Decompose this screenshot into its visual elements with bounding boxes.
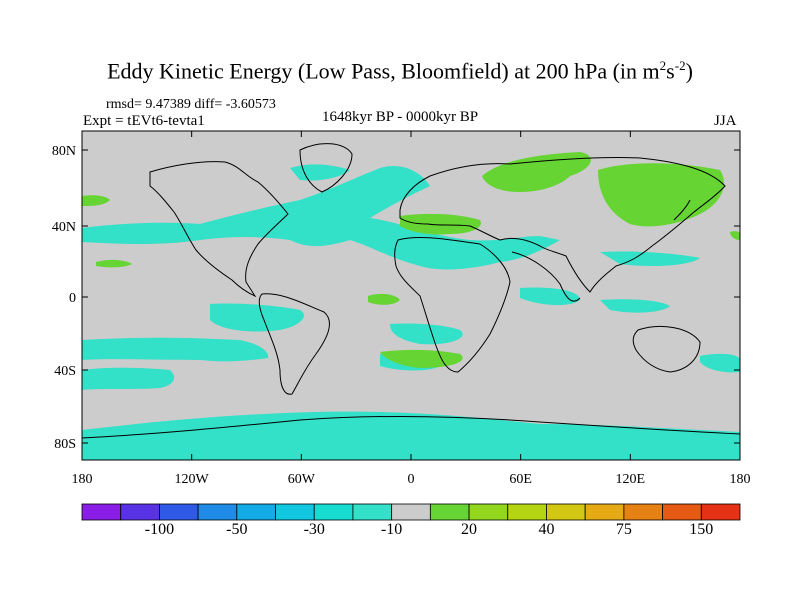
colorbar-label: 20 xyxy=(461,521,477,538)
colorbar-swatch xyxy=(197,503,238,521)
colorbar-label: -30 xyxy=(304,521,325,538)
coastline-north-america xyxy=(149,161,289,298)
colorbar-swatch xyxy=(429,503,470,521)
colorbar-swatch xyxy=(507,503,547,521)
colorbar-label: -100 xyxy=(145,521,174,538)
season-label: JJA xyxy=(714,113,737,129)
coastline-japan xyxy=(673,199,691,221)
colorbar-label: 75 xyxy=(616,521,632,538)
colorbar-swatch xyxy=(584,503,625,521)
coastline-antarctica xyxy=(82,415,740,439)
lat-tick-label: 80N xyxy=(52,144,76,159)
lat-tick-label: 40N xyxy=(52,220,76,235)
colorbar-label: 150 xyxy=(689,521,713,538)
lat-tick-label: 80S xyxy=(54,437,76,452)
colorbar-swatch xyxy=(623,503,663,521)
colorbar-swatch xyxy=(313,503,354,521)
lon-tick-label: 60E xyxy=(509,472,532,487)
lon-tick-label: 120E xyxy=(616,472,646,487)
lon-tick-label: 120W xyxy=(175,472,210,487)
lon-tick-label: 180 xyxy=(72,472,93,487)
colorbar-label: -10 xyxy=(381,521,402,538)
coastlines xyxy=(82,143,740,439)
coastline-europe-asia xyxy=(399,156,726,293)
positive-anomaly-areas xyxy=(82,152,740,368)
coastline-africa xyxy=(394,236,511,373)
coastline-greenland xyxy=(299,143,353,193)
colorbar-swatch xyxy=(236,503,276,521)
colorbar-swatch xyxy=(662,503,702,521)
plot-title: Eddy Kinetic Energy (Low Pass, Bloomfiel… xyxy=(107,58,693,84)
coastline-australia xyxy=(632,325,701,373)
colorbar-swatch xyxy=(81,503,122,521)
colorbar-swatch xyxy=(352,503,393,521)
time-period-label: 1648kyr BP - 0000kyr BP xyxy=(322,109,479,125)
coastline-south-america xyxy=(258,293,330,395)
colorbar: -100 -50 -30 -10 20 40 75 150 xyxy=(81,503,741,538)
coastline-arabia-india xyxy=(511,251,581,302)
lat-tick-label: 0 xyxy=(69,291,76,306)
anomaly-shading xyxy=(82,152,740,460)
rmsd-diff-stats: rmsd= 9.47389 diff= -3.60573 xyxy=(106,97,276,112)
latitude-axis: 80N 40N 0 40S 80S xyxy=(52,144,740,452)
colorbar-swatch xyxy=(546,503,586,521)
colorbar-label: 40 xyxy=(538,521,554,538)
lat-tick-label: 40S xyxy=(54,364,76,379)
longitude-axis: 180 120W 60W 0 60E 120E 180 xyxy=(72,131,751,487)
colorbar-swatch xyxy=(159,503,199,521)
experiment-label: Expt = tEVt6-tevta1 xyxy=(83,113,205,129)
colorbar-swatch xyxy=(700,503,741,521)
lon-tick-label: 0 xyxy=(408,472,415,487)
colorbar-swatch xyxy=(468,503,509,521)
lon-tick-label: 60W xyxy=(288,472,316,487)
colorbar-label: -50 xyxy=(226,521,247,538)
colorbar-swatch xyxy=(120,503,160,521)
lon-tick-label: 180 xyxy=(730,472,751,487)
colorbar-swatch xyxy=(275,503,315,521)
colorbar-swatch xyxy=(391,503,431,521)
